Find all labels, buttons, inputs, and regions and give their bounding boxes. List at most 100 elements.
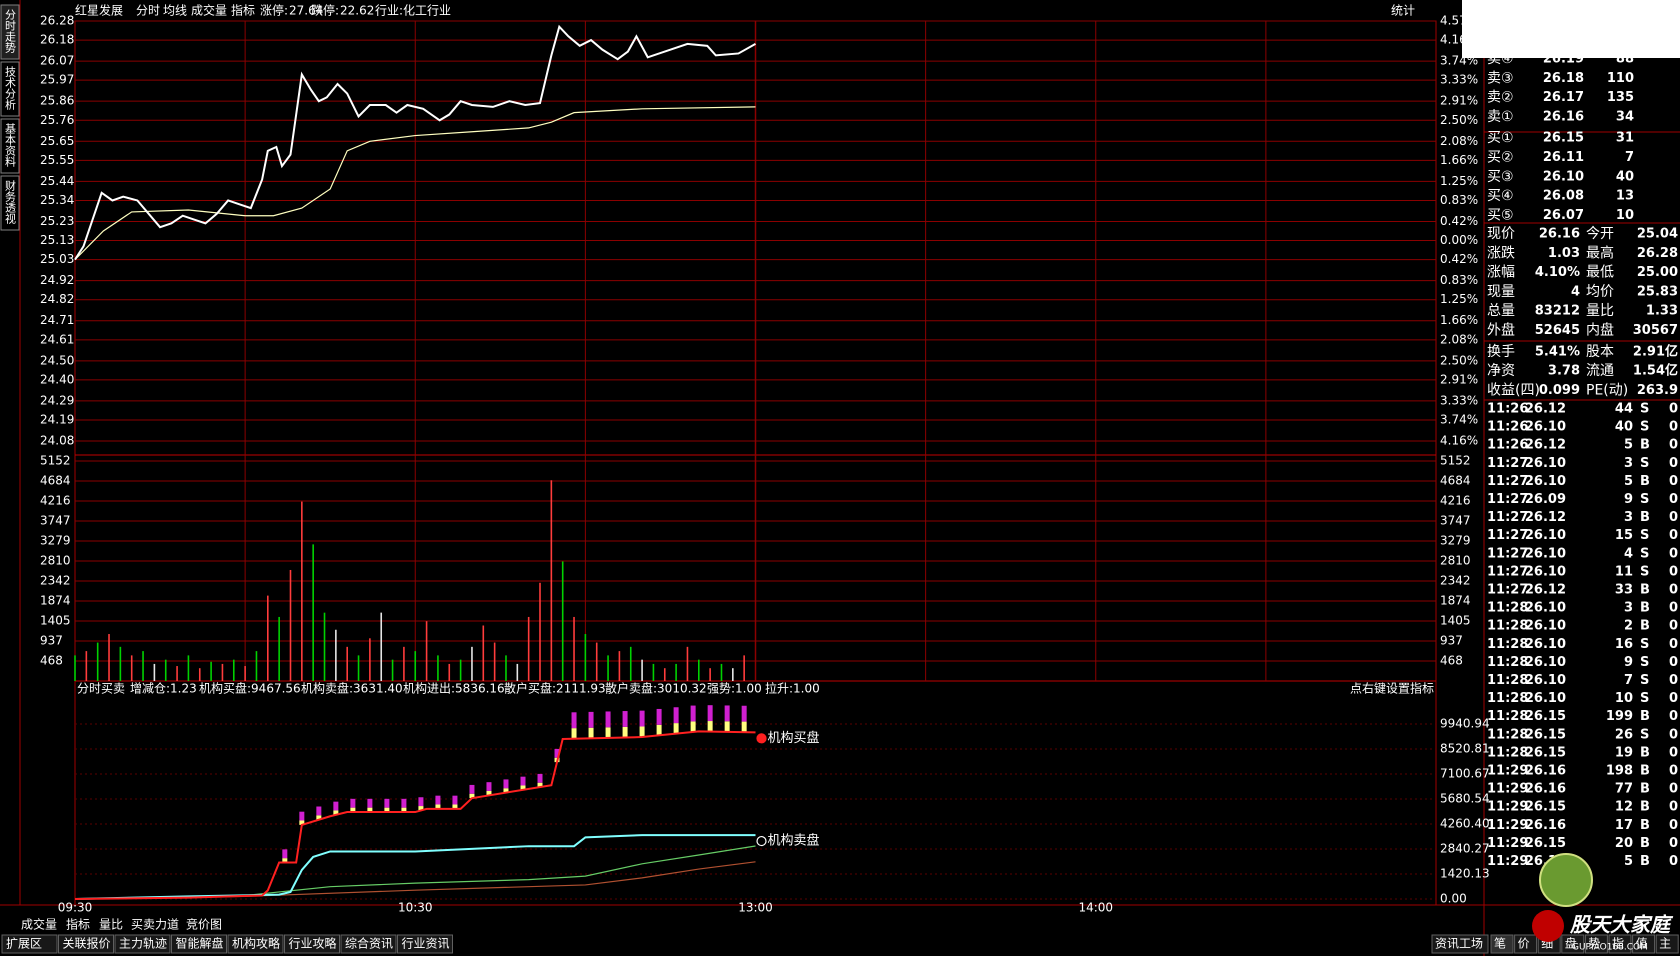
trade-volume: 26 [1615, 727, 1633, 742]
sidebar-tab[interactable] [0, 4, 20, 60]
watermark-logo-url: GUPIAO168.COM [1572, 943, 1648, 953]
right-tab[interactable]: 指 [1612, 936, 1624, 951]
price-tick-label: 25.13 [40, 233, 74, 247]
stats-button[interactable]: 统计 [1391, 4, 1415, 18]
trade-side: B [1640, 818, 1650, 833]
quote-label: 内盘 [1586, 322, 1614, 339]
bottom-tab-box[interactable] [114, 934, 171, 954]
trade-time: 11:29 [1487, 782, 1528, 797]
right-tab[interactable]: 资讯工场 [1435, 937, 1483, 951]
bottom-tab[interactable]: 行业资讯 [402, 937, 450, 951]
volume-tick-label: 1405 [40, 614, 71, 628]
bottom-tab[interactable]: 机构攻略 [232, 936, 280, 951]
trade-time: 11:28 [1487, 601, 1528, 616]
right-tab-box[interactable] [1632, 934, 1656, 954]
volume-tick-label: 3747 [1440, 513, 1471, 527]
header-item: 跌停: [311, 3, 339, 18]
trade-side: S [1640, 456, 1649, 471]
header-item[interactable]: 均线 [163, 4, 187, 18]
bar-segment [639, 710, 645, 727]
bottom-tab[interactable]: 关联报价 [63, 936, 111, 951]
right-tab[interactable]: 盘 [1565, 936, 1577, 951]
right-tab-box[interactable] [1655, 934, 1679, 954]
bottom-tab[interactable]: 成交量 [21, 917, 57, 932]
header-item[interactable]: 成交量 [191, 3, 227, 18]
trade-volume: 19 [1615, 745, 1633, 760]
sidebar-tab-label[interactable]: 分时走势 [4, 9, 17, 53]
bottom-tab[interactable]: 扩展区 [6, 937, 42, 951]
bar-segment [707, 721, 713, 732]
right-tab-box[interactable] [1431, 934, 1489, 954]
header-item[interactable]: 分时 [136, 4, 160, 18]
indicator-readout: 散户买盘:2111.93 [504, 681, 606, 696]
trade-side: S [1640, 402, 1649, 417]
bottom-tab-box[interactable] [1, 934, 58, 954]
bar-segment [401, 798, 407, 808]
right-tab[interactable]: 主 [1659, 937, 1671, 951]
quote-label: 现量 [1487, 284, 1515, 300]
bar-segment [452, 804, 458, 809]
trade-volume: 40 [1615, 420, 1633, 435]
right-tab[interactable]: 势 [1588, 937, 1600, 951]
trade-time: 11:26 [1487, 420, 1528, 435]
sidebar-tab[interactable] [0, 61, 20, 117]
trade-count: 0 [1669, 800, 1678, 815]
bottom-tab-box[interactable] [340, 934, 397, 954]
trade-count: 0 [1669, 420, 1678, 435]
pct-tick-label: 2.91% [1440, 94, 1478, 108]
bottom-tab[interactable]: 竞价图 [186, 918, 222, 932]
trade-time: 11:29 [1487, 800, 1528, 815]
bottom-tab-box[interactable] [397, 934, 453, 954]
volume-tick-label: 1405 [1440, 614, 1471, 628]
bar-segment [350, 798, 356, 808]
right-tab[interactable]: 价 [1518, 937, 1530, 951]
bottom-tab-box[interactable] [58, 934, 114, 954]
sidebar-tab[interactable] [0, 175, 20, 231]
bottom-tab[interactable]: 行业攻略 [289, 936, 337, 951]
bottom-tab-box[interactable] [171, 934, 227, 954]
sidebar-tab-label[interactable]: 财务透视 [4, 179, 17, 224]
trade-count: 0 [1669, 854, 1678, 869]
right-tab-box[interactable] [1514, 934, 1538, 954]
price-tick-label: 26.18 [40, 33, 74, 47]
bottom-tab-box[interactable] [227, 934, 284, 954]
bottom-tab-box[interactable] [284, 934, 340, 954]
bar-segment [554, 748, 560, 758]
sidebar-tab-label[interactable]: 基本资料 [4, 123, 17, 168]
volume-tick-label: 468 [40, 654, 63, 668]
quote-value: 2.91亿 [1633, 343, 1678, 359]
book-label: 买③ [1487, 169, 1514, 185]
bottom-tab[interactable]: 综合资讯 [345, 936, 393, 951]
right-tab-box[interactable] [1561, 934, 1585, 954]
sidebar-tab[interactable] [0, 118, 20, 174]
volume-tick-label: 5152 [40, 454, 71, 468]
quote-value: 4.10% [1535, 265, 1580, 280]
right-tab-box[interactable] [1584, 934, 1608, 954]
bar-segment [605, 711, 611, 728]
volume-tick-label: 2342 [40, 573, 71, 587]
indicator-hint[interactable]: 点右键设置指标 [1350, 681, 1434, 696]
right-tab[interactable]: 笔 [1494, 936, 1506, 951]
sidebar-tab-label[interactable]: 技术分析 [4, 66, 17, 111]
bottom-tab[interactable]: 量比 [99, 918, 123, 932]
bar-segment [520, 776, 526, 786]
series-label: 机构买盘 [768, 730, 820, 746]
bottom-tab[interactable]: 指标 [66, 917, 90, 932]
price-tick-label: 24.40 [40, 372, 74, 386]
bar-segment [367, 807, 373, 813]
bottom-tab[interactable]: 买卖力道 [131, 918, 179, 932]
header-item[interactable]: 指标 [231, 3, 255, 18]
pct-tick-label: 0.00% [1440, 233, 1478, 247]
bottom-tab[interactable]: 主力轨迹 [119, 937, 167, 951]
right-tab-box[interactable] [1608, 934, 1632, 954]
quote-value: 1.03 [1548, 246, 1580, 261]
trade-volume: 15 [1615, 528, 1633, 543]
trade-price: 26.15 [1525, 709, 1566, 724]
right-tab[interactable]: 值 [1636, 936, 1648, 951]
trade-price: 26.12 [1525, 438, 1566, 453]
right-tab-box[interactable] [1490, 934, 1514, 954]
bar-segment [622, 726, 628, 738]
indicator-tick-label: 8520.81 [1440, 741, 1490, 755]
bottom-tab[interactable]: 智能解盘 [176, 936, 224, 951]
trade-side: S [1640, 546, 1649, 561]
